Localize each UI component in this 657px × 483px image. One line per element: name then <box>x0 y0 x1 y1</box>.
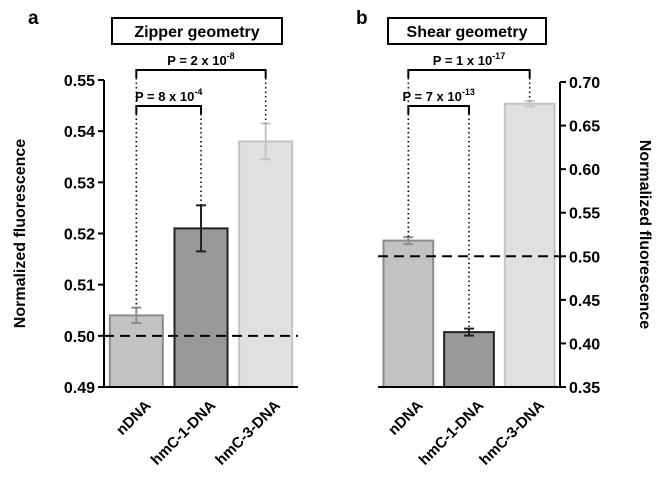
x-tick-label: hmC-3-DNA <box>212 397 284 469</box>
error-bar <box>464 327 474 337</box>
panel-label: b <box>356 8 368 29</box>
x-tick-label: hmC-1-DNA <box>148 397 220 469</box>
y-tick-label: 0.45 <box>569 293 600 310</box>
bar <box>443 331 495 389</box>
panel-label: a <box>28 8 39 29</box>
p-value-text: P = 8 x 10 <box>135 89 194 104</box>
chart-title: Zipper geometry <box>134 24 259 41</box>
x-tick-label: nDNA <box>113 397 155 439</box>
p-value-exponent: -4 <box>194 87 202 97</box>
x-tick-label: hmC-3-DNA <box>476 397 548 469</box>
title-box <box>387 17 547 45</box>
y-tick-label: 0.40 <box>569 336 600 353</box>
p-value: P = 8 x 10-4 <box>135 87 202 104</box>
y-tick-label: 0.51 <box>64 278 95 295</box>
x-tick-label: nDNA <box>385 397 427 439</box>
y-axis-title: Normalized fluorescence <box>636 140 653 330</box>
p-value-text: P = 7 x 10 <box>402 89 461 104</box>
y-tick-label: 0.55 <box>569 206 600 223</box>
bar <box>503 102 556 389</box>
y-tick-label: 0.50 <box>569 249 600 266</box>
y-tick-label: 0.49 <box>64 380 95 397</box>
y-axis-title: Normalized fluorescence <box>12 139 29 329</box>
title-box <box>111 17 283 45</box>
p-value-exponent: -17 <box>492 51 505 61</box>
y-tick-label: 0.54 <box>64 124 95 141</box>
y-tick-label: 0.53 <box>64 175 95 192</box>
p-value-exponent: -8 <box>227 51 235 61</box>
p-value-text: P = 2 x 10 <box>167 53 226 68</box>
bracket <box>407 69 531 78</box>
bracket <box>407 105 470 114</box>
y-tick-label: 0.70 <box>569 75 600 92</box>
bar <box>173 227 229 388</box>
error-bar <box>403 236 414 246</box>
bar <box>108 314 164 388</box>
y-tick-label: 0.52 <box>64 227 95 244</box>
bar <box>382 239 435 388</box>
y-tick-label: 0.35 <box>569 380 600 397</box>
y-tick-label: 0.55 <box>64 73 95 90</box>
bar <box>238 140 294 388</box>
p-value-exponent: -13 <box>462 87 475 97</box>
y-tick-label: 0.60 <box>569 162 600 179</box>
p-value: P = 2 x 10-8 <box>167 51 234 68</box>
p-value: P = 1 x 10-17 <box>433 51 505 68</box>
p-value: P = 7 x 10-13 <box>402 87 474 104</box>
bracket <box>135 69 267 78</box>
bracket <box>135 105 202 114</box>
p-value-text: P = 1 x 10 <box>433 53 492 68</box>
chart-title: Shear geometry <box>407 24 528 41</box>
y-tick-label: 0.50 <box>64 329 95 346</box>
y-tick-label: 0.65 <box>569 119 600 136</box>
